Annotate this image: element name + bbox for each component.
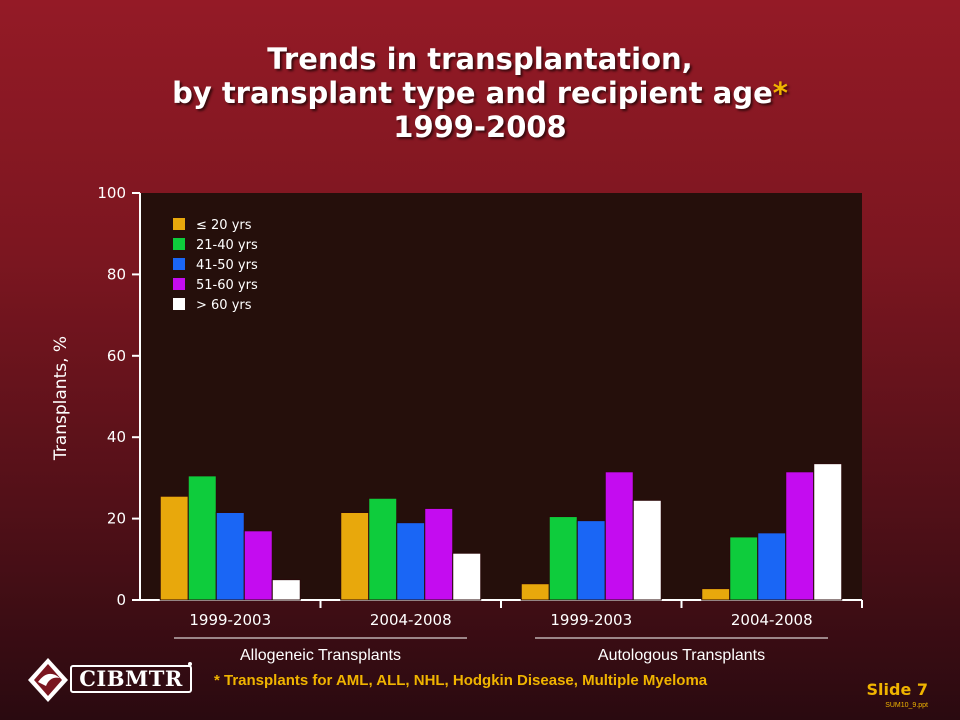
bar-cat-allo-1999-2003-series-3: [243, 530, 273, 601]
bar-cat-auto-1999-2003-series-3: [604, 471, 634, 601]
bar-cat-allo-2004-2008-series-2: [396, 522, 426, 601]
legend-swatch: [173, 218, 185, 230]
bar-cat-allo-2004-2008-series-4: [452, 552, 482, 601]
bar-cat-allo-1999-2003-series-1: [187, 475, 217, 601]
x-category-label: 2004-2008: [370, 611, 452, 629]
y-tick-label: 20: [107, 510, 126, 528]
title-line-2: by transplant type and recipient age*: [0, 76, 960, 110]
logo-wordmark: CIBMTR: [70, 665, 192, 693]
bar-cat-auto-2004-2008-series-2: [757, 532, 787, 601]
cibmtr-logo: CIBMTR: [26, 656, 196, 704]
bar-cat-allo-2004-2008-series-3: [424, 507, 454, 601]
y-tick-label: 0: [116, 591, 126, 609]
legend-swatch: [173, 238, 185, 250]
group-label-autologous: Autologous Transplants: [598, 647, 765, 664]
bar-cat-allo-1999-2003-series-2: [215, 511, 245, 601]
bar-cat-auto-2004-2008-series-4: [813, 463, 843, 601]
legend-swatch: [173, 278, 185, 290]
title-line-3: 1999-2008: [393, 110, 567, 144]
bar-cat-auto-2004-2008-series-1: [729, 536, 759, 601]
legend-swatch: [173, 258, 185, 270]
footnote: * Transplants for AML, ALL, NHL, Hodgkin…: [214, 672, 708, 689]
slide-title: Trends in transplantation, by transplant…: [0, 42, 960, 144]
legend-label: > 60 yrs: [196, 298, 252, 313]
bar-chart: 0 20 40 60 80 100 Transplants, % 1999-2003 2004-…: [51, 184, 862, 664]
logo-registered-dot: [188, 662, 192, 666]
legend-label: ≤ 20 yrs: [196, 218, 252, 233]
cibmtr-diamond-icon: [28, 658, 68, 702]
bar-cat-auto-2004-2008-series-3: [785, 471, 815, 601]
title-line-2-text: by transplant type and recipient age: [172, 76, 773, 110]
x-category-label: 2004-2008: [731, 611, 813, 629]
legend-label: 41-50 yrs: [196, 258, 258, 273]
bar-cat-auto-2004-2008-series-0: [701, 588, 731, 601]
file-reference: SUM10_9.ppt: [885, 702, 928, 709]
x-category-label: 1999-2003: [189, 611, 271, 629]
bar-cat-auto-1999-2003-series-2: [576, 520, 606, 601]
y-tick-label: 100: [97, 184, 126, 202]
bar-cat-allo-1999-2003-series-0: [159, 495, 189, 601]
legend-label: 51-60 yrs: [196, 278, 258, 293]
title-asterisk: *: [772, 76, 788, 110]
legend-swatch: [173, 298, 185, 310]
y-tick-label: 40: [107, 428, 126, 446]
bar-cat-allo-2004-2008-series-1: [368, 497, 398, 601]
bar-cat-auto-1999-2003-series-0: [520, 583, 550, 601]
y-tick-label: 60: [107, 347, 126, 365]
bar-cat-allo-1999-2003-series-4: [271, 579, 301, 601]
title-line-1: Trends in transplantation,: [267, 42, 693, 76]
bar-cat-auto-1999-2003-series-4: [632, 499, 662, 601]
bar-cat-auto-1999-2003-series-1: [548, 516, 578, 601]
y-axis-label: Transplants, %: [51, 336, 71, 461]
slide-number: Slide 7: [866, 680, 929, 699]
x-category-label: 1999-2003: [550, 611, 632, 629]
y-tick-label: 80: [107, 265, 126, 283]
group-label-allogeneic: Allogeneic Transplants: [240, 647, 401, 664]
bar-cat-allo-2004-2008-series-0: [340, 511, 370, 601]
legend-label: 21-40 yrs: [196, 238, 258, 253]
